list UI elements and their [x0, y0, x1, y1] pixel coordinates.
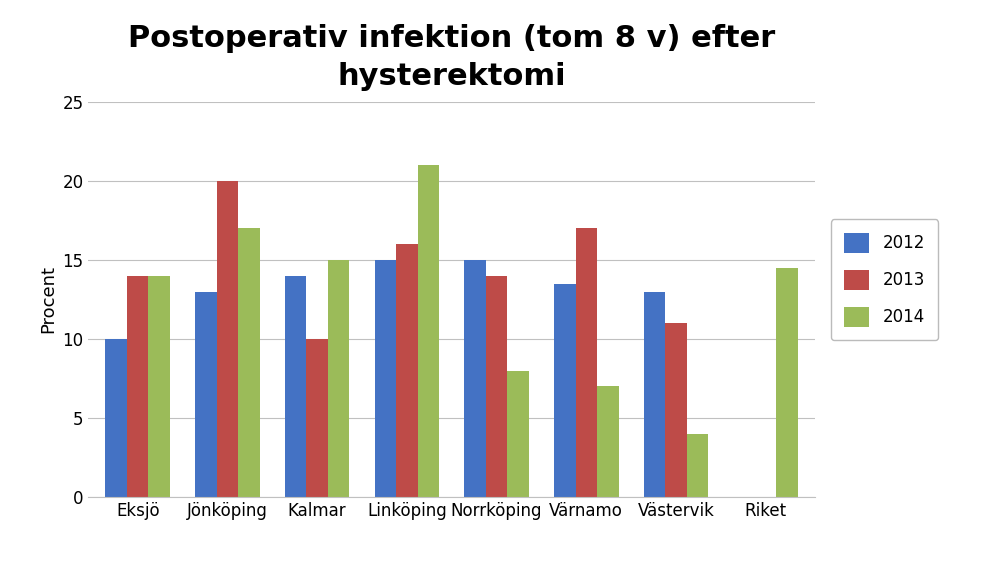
- Bar: [597, 386, 619, 497]
- Bar: [508, 371, 529, 497]
- Legend: 2012, 2013, 2014: 2012, 2013, 2014: [831, 219, 938, 340]
- Bar: [239, 228, 259, 497]
- Bar: [285, 276, 306, 497]
- Bar: [148, 276, 170, 497]
- Y-axis label: Procent: Procent: [39, 266, 57, 333]
- Bar: [554, 284, 575, 497]
- Bar: [486, 276, 508, 497]
- Bar: [105, 339, 127, 497]
- Bar: [217, 181, 239, 497]
- Bar: [374, 260, 396, 497]
- Bar: [417, 165, 439, 497]
- Bar: [396, 244, 417, 497]
- Bar: [306, 339, 328, 497]
- Bar: [464, 260, 486, 497]
- Bar: [575, 228, 597, 497]
- Bar: [665, 323, 686, 497]
- Bar: [328, 260, 350, 497]
- Bar: [127, 276, 148, 497]
- Title: Postoperativ infektion (tom 8 v) efter
hysterektomi: Postoperativ infektion (tom 8 v) efter h…: [128, 24, 776, 91]
- Bar: [644, 292, 665, 497]
- Bar: [777, 268, 798, 497]
- Bar: [686, 434, 708, 497]
- Bar: [195, 292, 217, 497]
